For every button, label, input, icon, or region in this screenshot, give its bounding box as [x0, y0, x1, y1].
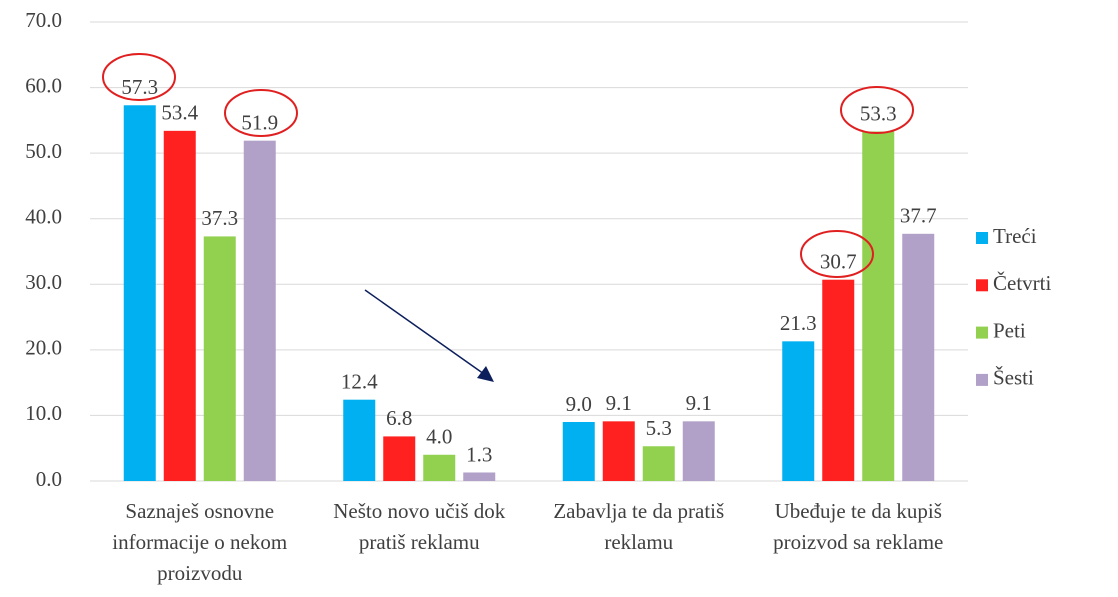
bar: [822, 279, 855, 481]
bar: [862, 131, 895, 482]
y-tick-label: 20.0: [25, 336, 62, 360]
x-tick-label: Ubeđuje te da kupiš proizvod sa reklame: [773, 499, 944, 554]
data-label: 6.8: [386, 406, 412, 430]
highlight-circle: [840, 86, 914, 134]
highlight-circle: [102, 53, 176, 101]
y-tick-label: 50.0: [25, 139, 62, 163]
data-label: 57.3: [121, 75, 158, 99]
bar: [602, 421, 635, 481]
legend-swatch: [976, 232, 988, 244]
data-label: 37.3: [201, 206, 238, 230]
highlight-circle: [224, 89, 298, 137]
data-label: 37.7: [900, 204, 937, 228]
arrow-line: [364, 289, 485, 375]
legend-swatch: [976, 326, 988, 339]
highlight-circle: [800, 230, 874, 278]
arrow-head: [477, 366, 494, 382]
bar: [163, 130, 196, 481]
y-tick-label: 10.0: [25, 401, 62, 425]
bar: [642, 446, 675, 481]
bar: [423, 454, 456, 481]
y-tick-label: 60.0: [25, 73, 62, 97]
legend-label: Treći: [993, 224, 1037, 248]
bar: [123, 105, 156, 482]
data-label: 5.3: [646, 416, 672, 440]
bar: [682, 421, 715, 481]
bar: [463, 472, 496, 481]
x-tick-label: Zabavlja te da pratiš reklamu: [553, 499, 725, 554]
bar: [782, 341, 815, 481]
bar: [203, 236, 236, 481]
bar: [343, 399, 376, 481]
bar: [383, 436, 416, 481]
legend-label: Četvrti: [993, 271, 1051, 295]
legend-swatch: [976, 373, 988, 386]
y-tick-label: 0.0: [36, 467, 62, 491]
annotations: [102, 53, 914, 382]
data-label: 21.3: [780, 311, 817, 335]
legend-swatch: [976, 279, 988, 292]
y-tick-label: 30.0: [25, 270, 62, 294]
bar: [562, 421, 595, 481]
data-label: 53.3: [860, 101, 897, 125]
data-label: 12.4: [341, 370, 378, 394]
bar: [902, 233, 935, 481]
data-label: 30.7: [820, 250, 857, 274]
data-label: 9.1: [606, 391, 632, 415]
x-tick-label: Nešto novo učiš dok pratiš reklamu: [333, 499, 506, 554]
data-label: 9.0: [566, 392, 592, 416]
data-label: 4.0: [426, 425, 452, 449]
legend-label: Peti: [993, 318, 1026, 342]
y-tick-label: 40.0: [25, 205, 62, 229]
data-label: 9.1: [686, 391, 712, 415]
legend-label: Šesti: [993, 366, 1034, 390]
data-label: 51.9: [241, 110, 278, 134]
bar: [243, 140, 276, 482]
x-tick-label: Saznaješ osnovne informacije o nekom pro…: [112, 499, 288, 585]
data-label: 1.3: [466, 442, 492, 466]
y-tick-label: 70.0: [25, 8, 62, 32]
data-label: 53.4: [161, 101, 198, 125]
